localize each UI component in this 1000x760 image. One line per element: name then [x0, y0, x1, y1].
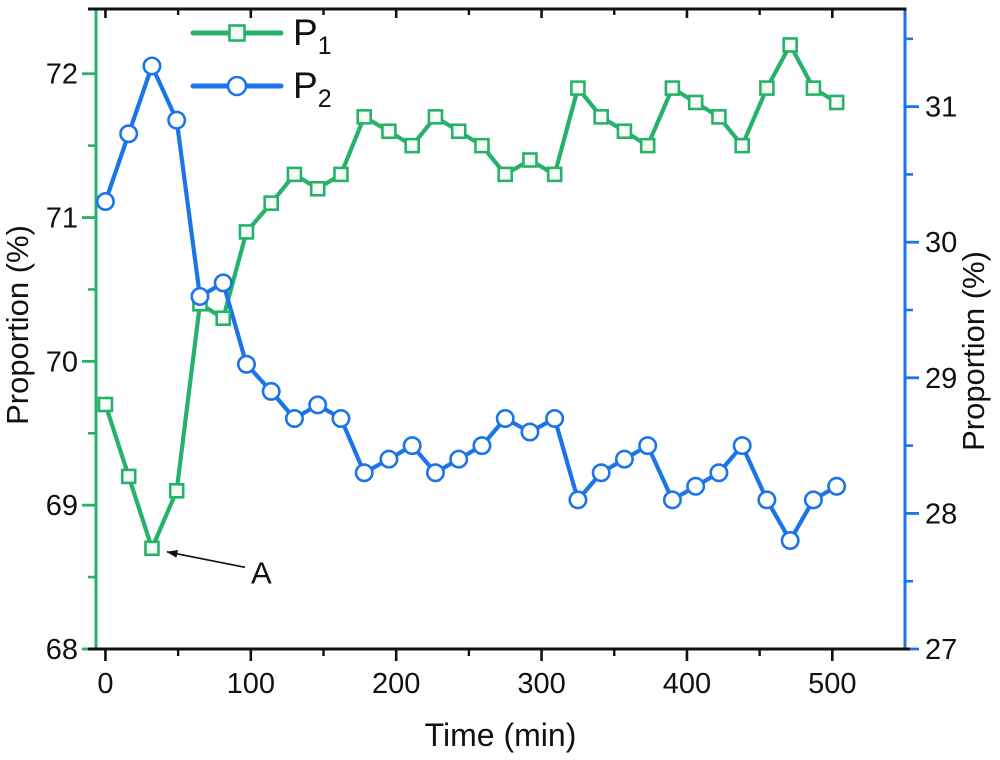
x-tick-label: 300: [517, 668, 565, 700]
series-p2-marker: [213, 273, 233, 293]
left-tick-label: 69: [46, 490, 78, 522]
series-p1-marker: [782, 37, 798, 53]
right-axis-title: Proportion (%): [956, 251, 991, 451]
series-p2-marker: [425, 463, 445, 483]
series-p1-marker: [286, 166, 303, 183]
series-p1-marker: [687, 94, 704, 111]
series-p2-marker: [261, 381, 281, 401]
annotation-text: A: [251, 555, 272, 590]
series-p1-marker: [593, 109, 609, 125]
right-tick-label: 31: [925, 92, 957, 124]
x-tick-label: 200: [372, 668, 420, 700]
series-p2-marker: [379, 449, 399, 469]
series-p2-marker: [757, 490, 777, 510]
series-p1-marker: [828, 94, 845, 111]
series-p2-marker: [495, 408, 515, 428]
left-tick-label: 72: [46, 59, 78, 91]
legend-label: P2: [293, 65, 332, 113]
series-p2-marker: [449, 449, 469, 469]
series-p1-marker: [546, 166, 563, 183]
series-p2-marker: [402, 436, 422, 456]
series-p1-marker: [450, 123, 467, 140]
x-tick-label: 0: [97, 668, 113, 700]
right-tick-label: 29: [925, 363, 957, 395]
series-p2-marker: [119, 124, 139, 144]
left-tick-label: 71: [46, 203, 78, 235]
legend-square-marker-icon: [228, 24, 246, 42]
series-p1-marker: [427, 109, 444, 125]
x-tick-label: 400: [663, 668, 711, 700]
legend-item-p2: P2: [190, 65, 332, 113]
series-p2-marker: [142, 56, 162, 76]
series-p2-marker: [236, 354, 256, 374]
series-p2-marker: [709, 463, 729, 483]
series-p1-marker: [616, 123, 633, 140]
x-axis-title: Time (min): [425, 717, 577, 753]
x-tick-label: 500: [808, 668, 856, 700]
right-tick-label: 30: [925, 227, 957, 259]
series-p1-marker: [97, 396, 114, 413]
series-p1-marker: [356, 109, 373, 125]
series-p1-marker: [120, 468, 137, 485]
series-p1-marker: [168, 482, 185, 499]
series-p2-marker: [591, 463, 611, 483]
series-p1-marker: [333, 166, 349, 183]
series-p2-marker: [614, 449, 634, 469]
series-p1-marker: [570, 80, 586, 96]
series-p1-marker: [263, 195, 279, 211]
series-p1-marker: [215, 310, 232, 327]
legend-label: P1: [293, 12, 332, 60]
series-p2-marker: [803, 490, 823, 510]
series-p1-marker: [309, 180, 326, 197]
series-p2-marker: [354, 463, 374, 483]
annotation-arrow: [166, 549, 246, 569]
series-p2-marker: [638, 436, 658, 456]
series-p1-marker: [734, 137, 750, 154]
left-tick-label: 68: [46, 634, 78, 666]
series-p1-marker: [664, 80, 681, 96]
right-tick-label: 28: [925, 498, 957, 530]
legend-item-p1: P1: [190, 12, 332, 60]
annotation-a: A: [166, 549, 272, 590]
series-p1-marker: [711, 109, 727, 125]
series-p1-marker: [497, 166, 514, 183]
legend-circle-marker-icon: [226, 75, 248, 97]
series-p2-marker: [284, 408, 304, 428]
series-p1-marker: [404, 137, 420, 154]
series-p2-marker: [662, 490, 682, 510]
series-p2-marker: [827, 476, 847, 496]
series-p1-marker: [522, 152, 538, 168]
series-p2-marker: [686, 476, 706, 496]
series-p2-marker: [545, 408, 565, 428]
series-p1-marker: [238, 224, 255, 240]
series-p2-marker: [95, 192, 115, 212]
series-p2-marker: [308, 395, 328, 415]
right-tick-label: 27: [925, 634, 957, 666]
series-p2-marker: [331, 408, 351, 428]
series-p1-marker: [639, 137, 656, 154]
series-p1-marker: [144, 540, 160, 557]
series-p1-marker: [474, 137, 490, 154]
series-p2-marker: [568, 490, 588, 510]
left-axis-title: Proportion (%): [0, 225, 35, 425]
series-p2-marker: [520, 422, 540, 442]
series-p2-marker: [780, 531, 800, 551]
series-p1-marker: [759, 80, 775, 96]
series-p1-marker: [805, 80, 822, 96]
left-tick-label: 70: [46, 346, 78, 378]
series-p2-marker: [732, 436, 752, 456]
series-p2-marker: [472, 436, 492, 456]
series-p2-marker: [167, 110, 187, 130]
series-p2-marker: [190, 286, 210, 306]
x-tick-label: 100: [227, 668, 275, 700]
series-p1-marker: [381, 123, 397, 140]
